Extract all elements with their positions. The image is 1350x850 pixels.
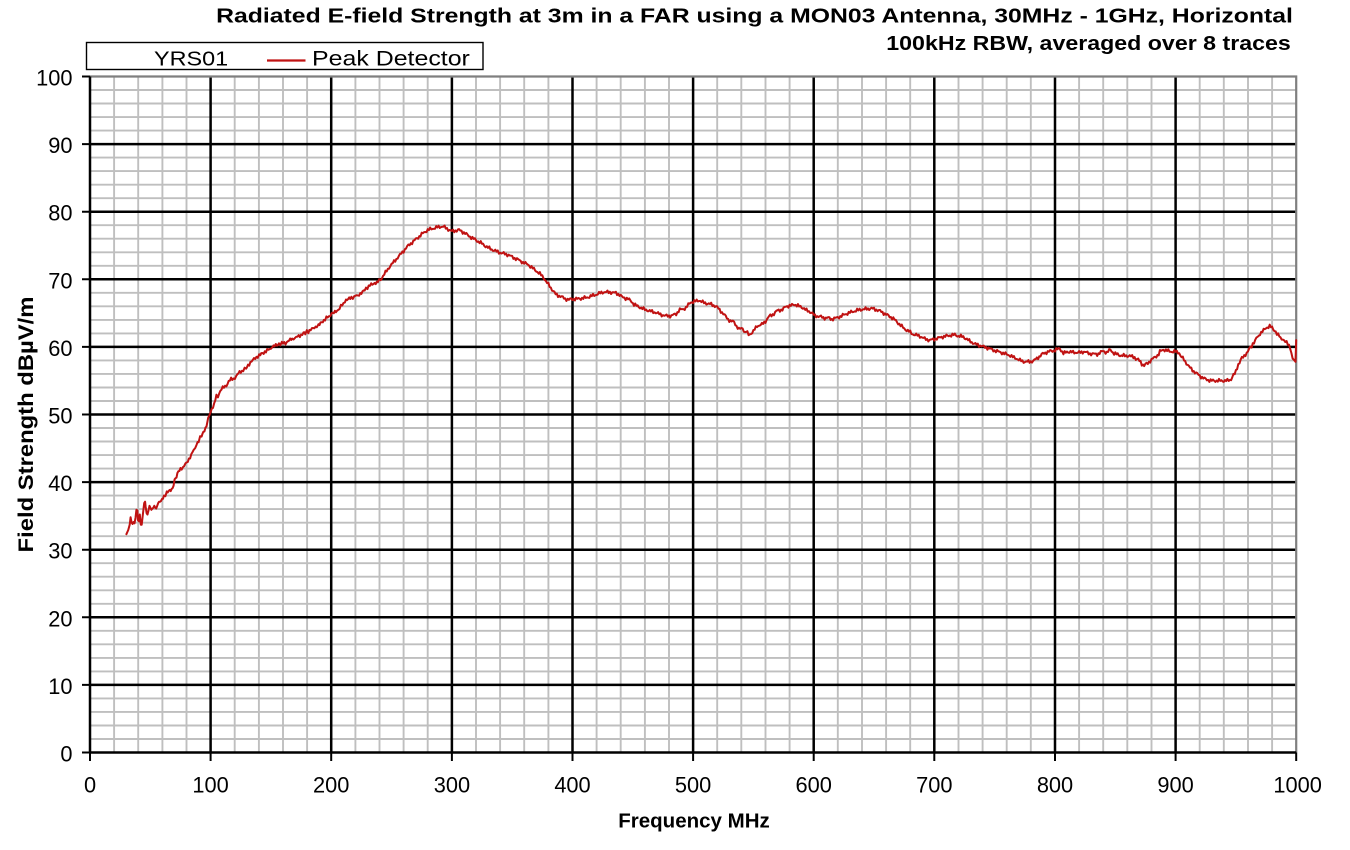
svg-text:YRS01: YRS01 [154,47,228,70]
svg-text:600: 600 [796,773,832,798]
svg-text:Field Strength dBµV/m: Field Strength dBµV/m [13,297,38,553]
svg-text:200: 200 [313,773,349,798]
svg-text:Frequency MHz: Frequency MHz [618,810,770,833]
svg-text:Radiated E-field Strength at 3: Radiated E-field Strength at 3m in a FAR… [216,3,1293,26]
svg-text:60: 60 [48,336,72,361]
svg-text:40: 40 [48,471,72,496]
svg-text:0: 0 [60,742,72,767]
svg-text:20: 20 [48,606,72,631]
svg-text:Peak Detector: Peak Detector [312,46,470,70]
svg-text:100: 100 [36,66,72,91]
svg-text:0: 0 [84,773,96,798]
svg-text:900: 900 [1157,773,1193,798]
svg-text:50: 50 [48,404,72,429]
svg-text:100: 100 [192,773,228,798]
svg-text:300: 300 [434,773,470,798]
svg-text:80: 80 [48,201,72,226]
svg-text:500: 500 [675,773,711,798]
svg-text:100kHz RBW, averaged over 8 tr: 100kHz RBW, averaged over 8 traces [886,31,1291,54]
svg-text:700: 700 [916,773,952,798]
svg-text:30: 30 [48,539,72,564]
svg-text:1000: 1000 [1273,773,1322,798]
svg-text:10: 10 [48,674,72,699]
svg-text:70: 70 [48,268,72,293]
svg-text:800: 800 [1037,773,1073,798]
svg-text:400: 400 [554,773,590,798]
svg-text:90: 90 [48,133,72,158]
